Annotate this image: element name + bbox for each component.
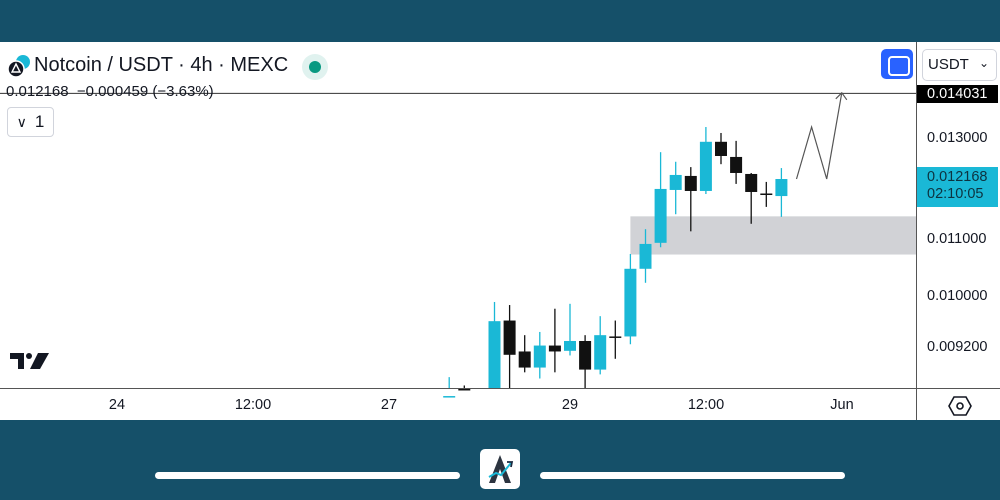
candle-body [624,268,637,337]
support-zone [630,216,916,255]
time-label: 29 [561,397,579,413]
chart-canvas[interactable] [0,42,1000,420]
price-label: 0.009200 [927,339,988,355]
candle [533,331,546,379]
chevron-down-icon: ⌄ [978,56,989,70]
settings-hexagon-icon[interactable] [948,395,972,417]
candle-body [564,340,576,351]
symbol-icon [7,55,30,78]
candle-body [609,336,622,338]
currency-value: USDT [928,56,969,73]
app-logo [480,449,520,489]
price-label: 0.010000 [927,288,988,304]
tradingview-logo [10,353,49,369]
nav-bar-line [540,472,845,479]
collapse-indicators-button[interactable]: ∨ 1 [7,107,54,137]
candle-body [684,175,697,191]
candle [775,168,788,217]
currency-select[interactable]: USDT ⌄ [922,49,997,81]
symbol-title[interactable]: Notcoin / USDT · 4h · MEXC [34,54,289,76]
candle-body [458,388,471,391]
candle [594,316,607,375]
time-label: 27 [380,397,398,413]
candle [443,377,456,398]
candle-body [533,345,546,368]
candle [699,127,712,195]
projection-path [795,92,843,180]
candle [639,229,652,283]
candle [715,132,727,165]
candle-body [669,174,682,190]
candle-body [503,320,516,355]
candle [579,335,592,388]
candle-body [639,243,652,269]
candle [730,140,743,184]
high-price-tag: 0.014031 [917,85,998,103]
time-label: 12:00 [234,397,272,413]
candle-body [745,173,758,192]
candle [488,301,501,388]
candle-body [730,156,743,173]
candle-body [775,179,788,197]
candle-body [443,396,456,398]
current-price-tag: 0.012168 02:10:05 [917,167,998,207]
candle [503,305,516,388]
candle-body [760,193,773,196]
candle-body [699,141,712,191]
price-label: 0.011000 [927,231,987,247]
candle [654,152,667,248]
chevron-down-icon: ∨ [16,113,27,130]
time-label: 12:00 [687,397,725,413]
live-status-dot [302,54,328,80]
candle [609,320,622,359]
candle [745,172,758,224]
chart-app: Notcoin / USDT · 4h · MEXC 0.012168 −0.0… [0,42,1000,420]
candle [760,181,773,207]
fullscreen-button[interactable] [881,49,913,79]
candle-body [579,340,592,370]
candle [669,161,682,215]
candle [548,308,561,373]
candle-body [654,188,667,243]
candle [564,303,576,356]
bar-countdown: 02:10:05 [927,186,984,202]
candle-body [488,321,501,388]
current-price: 0.012168 [927,169,988,185]
arrow-head-icon [835,91,848,101]
time-label: 24 [108,397,126,413]
nav-bar-line [155,472,460,479]
indicator-count: 1 [34,112,45,131]
candle [518,335,531,373]
candle-body [518,351,531,368]
time-label: Jun [830,397,854,413]
price-label: 0.013000 [927,130,988,146]
candle [458,385,471,391]
candle-body [594,335,607,370]
ohlc-readout: 0.012168 −0.000459 (−3.63%) [6,83,214,100]
candle [684,167,697,232]
candle [624,253,637,345]
candle-body [715,141,727,156]
candle-body [548,345,561,352]
status-bar [0,0,1000,42]
